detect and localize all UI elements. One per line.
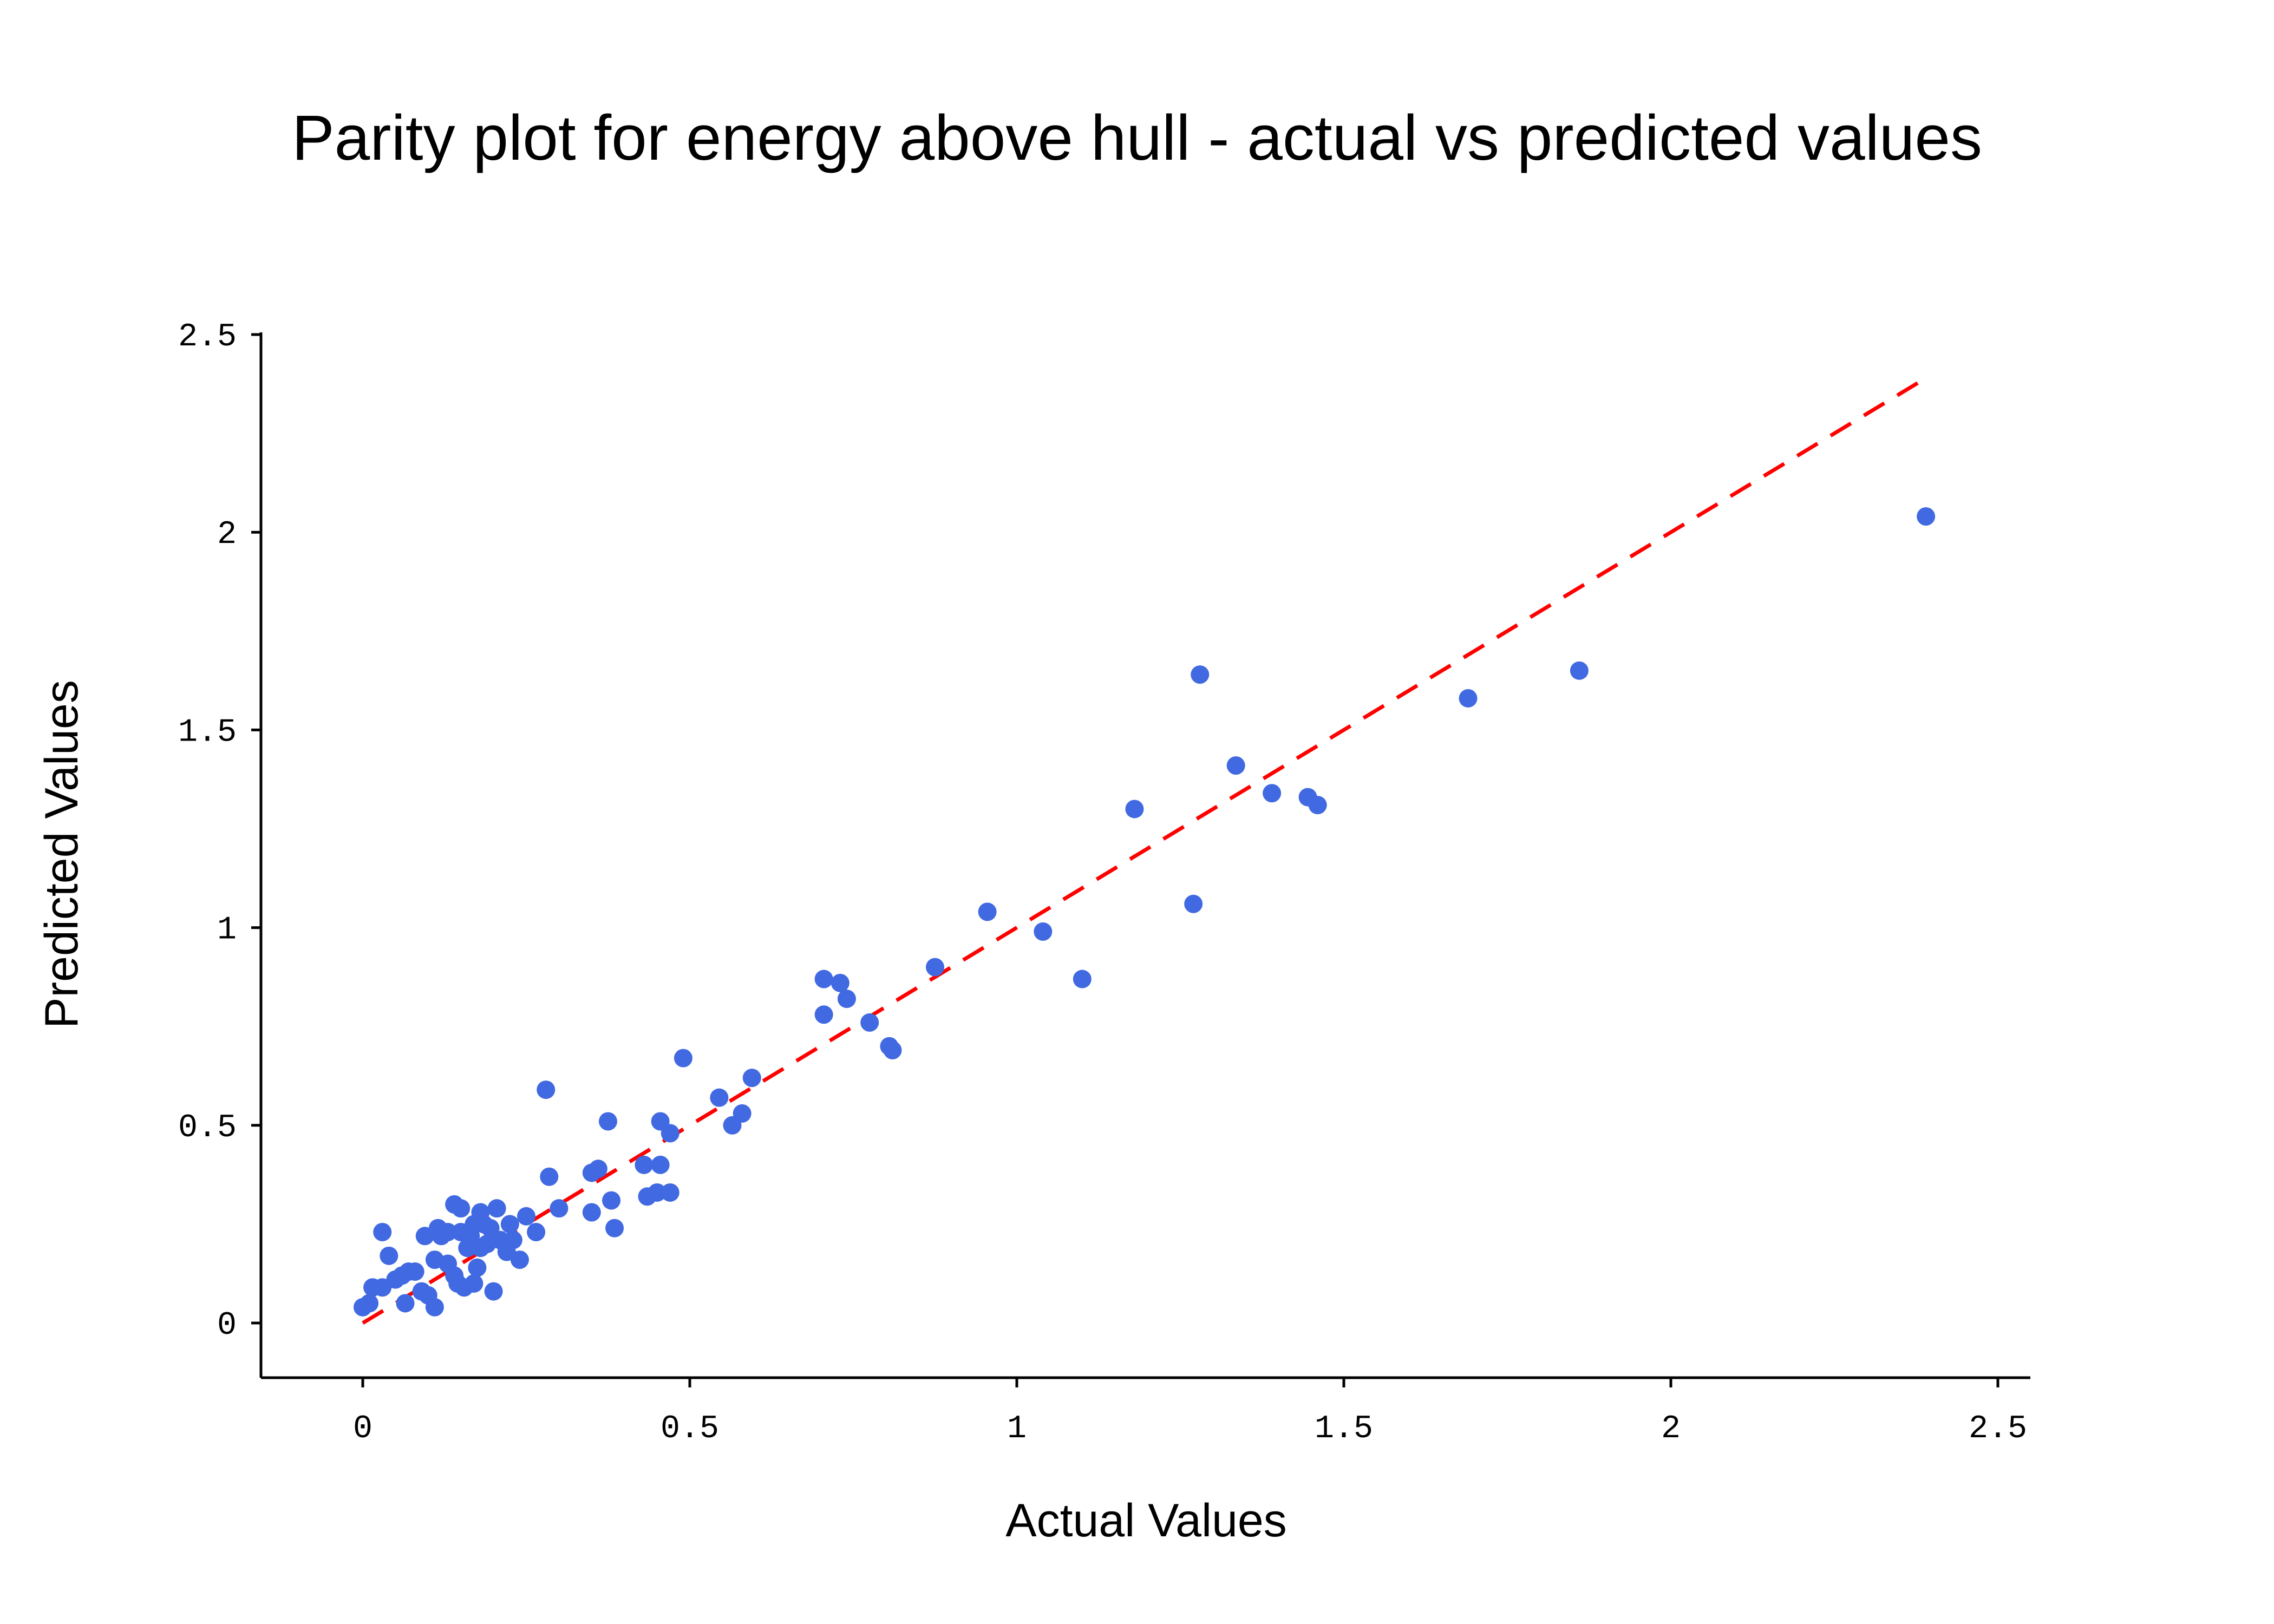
data-point bbox=[1308, 796, 1327, 815]
data-point bbox=[487, 1199, 506, 1218]
x-tick-label: 1 bbox=[1007, 1411, 1027, 1448]
y-ticks: 0 0.5 1 1.5 2 2.5 bbox=[178, 319, 261, 1344]
data-point bbox=[1073, 970, 1092, 988]
data-point bbox=[484, 1282, 503, 1301]
data-point bbox=[589, 1160, 607, 1178]
data-point bbox=[1226, 756, 1245, 775]
data-point bbox=[1263, 784, 1282, 803]
data-point bbox=[1570, 661, 1589, 680]
data-point bbox=[360, 1294, 379, 1313]
data-points bbox=[354, 507, 1936, 1317]
data-point bbox=[860, 1013, 879, 1032]
x-ticks: 0 0.5 1 1.5 2 2.5 bbox=[353, 1378, 2027, 1448]
x-axis-label: Actual Values bbox=[1005, 1495, 1287, 1547]
data-point bbox=[1917, 507, 1936, 526]
data-point bbox=[605, 1219, 624, 1237]
x-tick-label: 1.5 bbox=[1315, 1411, 1373, 1448]
data-point bbox=[674, 1049, 692, 1068]
x-tick-label: 2 bbox=[1661, 1411, 1681, 1448]
chart-title: Parity plot for energy above hull - actu… bbox=[292, 102, 1982, 174]
axes bbox=[259, 332, 2030, 1379]
data-point bbox=[1034, 922, 1053, 941]
data-point bbox=[978, 902, 997, 921]
y-tick-label: 2 bbox=[217, 516, 237, 553]
data-point bbox=[373, 1223, 392, 1242]
data-point bbox=[504, 1230, 522, 1249]
y-tick-label: 1 bbox=[217, 912, 237, 949]
data-point bbox=[635, 1155, 654, 1174]
data-point bbox=[733, 1104, 752, 1123]
data-point bbox=[452, 1199, 471, 1218]
data-point bbox=[602, 1191, 621, 1210]
data-point bbox=[814, 970, 833, 988]
data-point bbox=[406, 1262, 424, 1281]
data-point bbox=[540, 1167, 559, 1186]
x-tick-label: 2.5 bbox=[1969, 1411, 2027, 1448]
data-point bbox=[425, 1298, 444, 1317]
data-point bbox=[651, 1155, 670, 1174]
data-point bbox=[1191, 665, 1210, 684]
y-tick-label: 2.5 bbox=[178, 319, 237, 356]
data-point bbox=[527, 1223, 546, 1242]
data-point bbox=[742, 1069, 761, 1088]
parity-line bbox=[362, 380, 1920, 1325]
data-point bbox=[837, 990, 856, 1009]
data-point bbox=[468, 1258, 487, 1277]
data-point bbox=[500, 1215, 519, 1234]
data-point bbox=[1184, 894, 1203, 913]
y-axis-label: Predicted Values bbox=[36, 680, 88, 1029]
data-point bbox=[661, 1124, 679, 1143]
data-point bbox=[831, 973, 850, 992]
x-tick-label: 0 bbox=[353, 1411, 373, 1448]
data-point bbox=[465, 1274, 483, 1293]
data-point bbox=[396, 1294, 415, 1313]
data-point bbox=[517, 1207, 535, 1226]
data-point bbox=[661, 1183, 679, 1202]
data-point bbox=[648, 1183, 666, 1202]
data-point bbox=[550, 1199, 568, 1218]
data-point bbox=[883, 1041, 902, 1060]
data-point bbox=[380, 1246, 398, 1265]
data-point bbox=[926, 958, 944, 977]
data-point bbox=[814, 1005, 833, 1024]
x-tick-label: 0.5 bbox=[661, 1411, 719, 1448]
data-point bbox=[510, 1250, 529, 1269]
y-tick-label: 1.5 bbox=[178, 714, 237, 751]
data-point bbox=[537, 1081, 556, 1099]
y-tick-label: 0 bbox=[217, 1307, 237, 1344]
data-point bbox=[439, 1223, 458, 1242]
data-point bbox=[1125, 800, 1144, 818]
data-point bbox=[582, 1203, 601, 1222]
data-point bbox=[710, 1088, 729, 1107]
data-point bbox=[599, 1112, 617, 1131]
y-tick-label: 0.5 bbox=[178, 1110, 237, 1147]
data-point bbox=[1459, 689, 1478, 708]
